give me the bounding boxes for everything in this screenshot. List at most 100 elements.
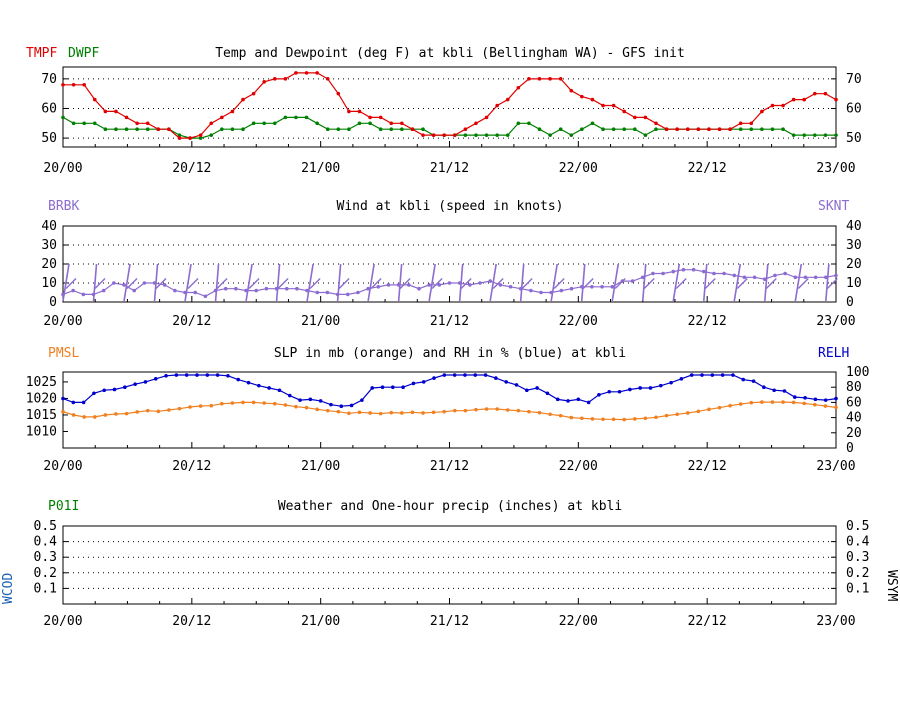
tmpf-point — [580, 94, 584, 99]
y-tick-label: 0 — [49, 295, 57, 310]
x-tick-label: 23/00 — [816, 459, 855, 474]
relh-point — [92, 391, 96, 396]
pmsl-point — [484, 407, 489, 411]
tmpf-point — [505, 97, 510, 102]
sknt-point — [763, 277, 767, 282]
dwpf-point — [791, 133, 796, 137]
pmsl-point — [71, 413, 76, 417]
tmpf-point — [654, 121, 658, 126]
dwpf-point — [103, 127, 108, 132]
dwpf-point — [527, 121, 531, 126]
y-tick-label: 60 — [41, 101, 57, 116]
tmpf-point — [272, 77, 277, 81]
pmsl-point — [495, 407, 499, 411]
sknt-point — [783, 271, 787, 276]
wind-barb — [214, 263, 220, 302]
relh-point — [308, 397, 313, 402]
dwpf-point — [580, 127, 584, 132]
relh-point — [401, 385, 405, 390]
tmpf-point — [781, 103, 785, 108]
sknt-point — [793, 275, 798, 280]
x-tick-label: 20/12 — [172, 314, 211, 329]
wind-barb — [641, 263, 647, 302]
tmpf-point — [283, 77, 288, 81]
pmsl-point — [61, 409, 65, 414]
pmsl-point — [463, 408, 468, 413]
sknt-point — [437, 283, 442, 287]
pmsl-point — [188, 405, 192, 409]
pmsl-point — [823, 404, 828, 408]
sknt-point — [488, 279, 492, 283]
tmpf-point — [611, 103, 616, 108]
x-tick-label: 22/00 — [559, 459, 598, 474]
y-tick-label-right: 20 — [846, 257, 862, 272]
y-tick-label-right: 0.5 — [846, 519, 869, 534]
dwpf-point — [251, 121, 256, 126]
dwpf-point — [738, 127, 743, 132]
dwpf-point — [601, 127, 605, 132]
pmsl-point — [580, 416, 584, 421]
sknt-point — [376, 285, 381, 289]
dwpf-point — [177, 133, 182, 137]
pmsl-point — [220, 401, 224, 406]
tmpf-point — [474, 121, 478, 126]
pmsl-point — [601, 417, 605, 422]
sknt-point — [651, 271, 655, 276]
tmpf-point — [177, 136, 182, 140]
pmsl-point — [177, 406, 182, 411]
tmpf-point — [357, 109, 362, 114]
tmpf-point — [114, 109, 118, 114]
dwpf-point — [114, 127, 118, 132]
relh-point — [803, 396, 807, 400]
sknt-point — [630, 279, 635, 283]
sknt-point — [142, 281, 147, 285]
tmpf-point — [685, 127, 690, 132]
dwpf-point — [304, 115, 309, 120]
tmpf-point — [484, 115, 489, 120]
tmpf-point — [622, 109, 627, 114]
sknt-point — [417, 286, 421, 291]
sknt-point — [529, 288, 533, 293]
sknt-point — [284, 286, 289, 291]
y-tick-label-right: 50 — [846, 131, 862, 146]
tmpf-point — [633, 115, 637, 120]
relh-point — [792, 395, 797, 399]
pmsl-point — [791, 400, 796, 405]
relh-point — [628, 387, 632, 392]
relh-point — [226, 374, 230, 378]
dwpf-point — [558, 127, 563, 132]
pmsl-point — [622, 417, 627, 422]
relh-point — [494, 376, 498, 380]
wind-barb-flag — [826, 278, 838, 289]
sknt-point — [213, 288, 218, 293]
tmpf-point — [516, 85, 521, 90]
sknt-point — [824, 275, 828, 280]
tmpf-point — [760, 109, 764, 114]
relh-point — [648, 386, 653, 390]
pmsl-point — [558, 413, 563, 418]
precip-frame — [62, 525, 837, 605]
pmsl-point — [707, 407, 711, 412]
slp-series — [61, 373, 838, 422]
pmsl-point — [198, 404, 203, 408]
wind-barb-flag — [338, 278, 350, 289]
pmsl-point — [474, 407, 478, 412]
tmpf-point — [262, 80, 266, 84]
x-tick-label: 21/00 — [301, 459, 340, 474]
sknt-point — [468, 283, 472, 287]
tmpf-point — [770, 103, 775, 108]
pmsl-point — [124, 411, 129, 416]
pmsl-point — [347, 411, 351, 416]
wind-barb-flag — [248, 278, 260, 289]
pmsl-point — [696, 409, 701, 414]
x-tick-label: 21/00 — [301, 614, 340, 629]
wind-barb — [733, 263, 742, 302]
wind-title: Wind at kbli (speed in knots) — [337, 199, 564, 214]
x-tick-label: 21/00 — [301, 314, 340, 329]
sknt-point — [427, 283, 431, 287]
relh-point — [607, 389, 612, 394]
relh-point — [215, 373, 220, 377]
wind-barb-flag — [704, 278, 716, 289]
relh-point — [236, 377, 241, 382]
tmpf-point — [643, 115, 648, 120]
